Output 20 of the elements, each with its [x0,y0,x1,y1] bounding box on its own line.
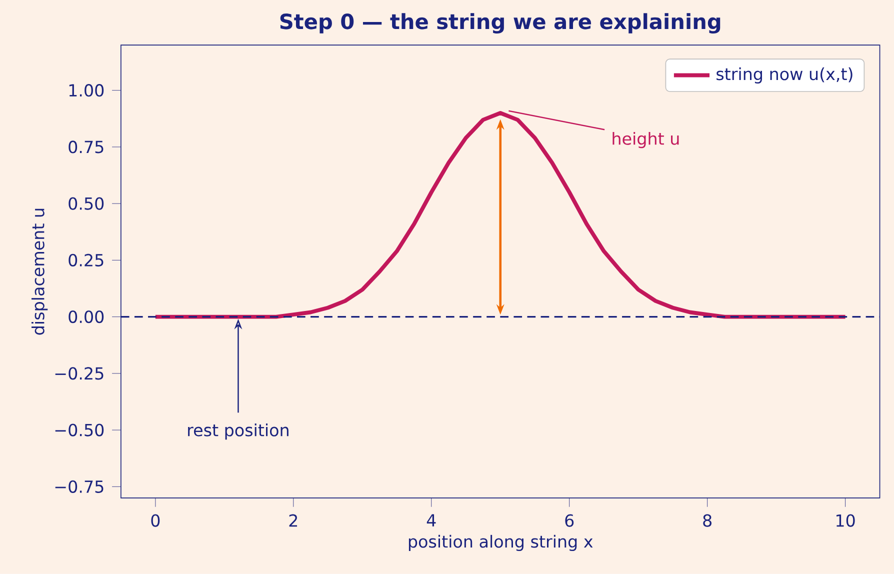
y-tick-label: 0.00 [68,310,104,324]
x-tick-label: 2 [289,514,298,527]
y-tick-label: −0.50 [55,424,104,436]
x-tick-label: 0 [151,514,160,527]
chart-title: Step 0 — the string we are explaining [280,13,720,34]
y-tick-label: 0.75 [68,140,104,154]
y-tick-label: −0.25 [55,367,104,380]
x-tick-label: 6 [565,514,574,527]
legend-label: string now u(x,t) [716,67,852,84]
y-tick-label: 0.50 [68,197,104,210]
x-tick-label: 8 [703,514,712,527]
annotation: height u [612,132,679,148]
x-axis-title: position along string x [408,534,593,552]
y-tick-label: 1.00 [69,84,104,97]
x-tick-label: 4 [426,514,436,526]
annotation: rest position [188,424,288,440]
y-tick-label: −0.75 [55,480,104,494]
y-tick-label: 0.25 [68,254,104,267]
y-axis-title: displacement u [32,208,48,335]
x-tick-label: 10 [836,514,855,527]
